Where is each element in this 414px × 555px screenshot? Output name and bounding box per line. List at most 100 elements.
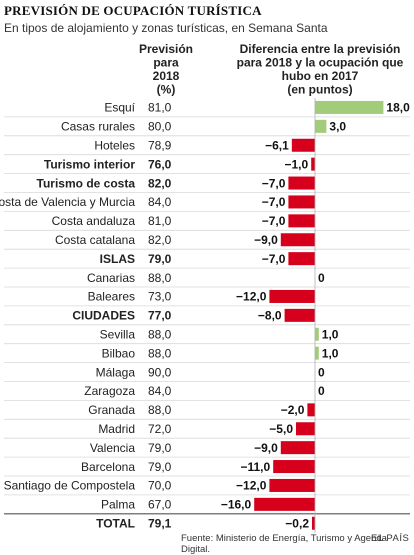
prevision-value: 73,0 <box>148 290 172 304</box>
prevision-value: 88,0 <box>148 346 172 360</box>
category-label: Hoteles <box>94 138 135 152</box>
bar-value-label: 1,0 <box>322 346 339 360</box>
bar-positive <box>315 119 327 133</box>
bar-value-label: −9,0 <box>254 441 278 455</box>
bar-value-label: −7,0 <box>262 214 286 228</box>
prevision-value: 82,0 <box>148 176 172 190</box>
bar-value-label: −5,0 <box>269 422 293 436</box>
bar-value-label: 0 <box>318 384 325 398</box>
bar-value-label: 1,0 <box>322 327 339 341</box>
prevision-value: 77,0 <box>148 309 172 323</box>
category-label: Madrid <box>98 422 135 436</box>
prevision-value: 84,0 <box>148 384 172 398</box>
header-diferencia-line: para 2018 y la ocupación que <box>237 56 404 70</box>
bar-positive <box>315 327 319 341</box>
category-label: Zaragoza <box>84 384 135 398</box>
bar-value-label: −0,2 <box>285 516 309 530</box>
prevision-value: 78,9 <box>148 138 172 152</box>
bar-negative <box>288 176 315 190</box>
category-label: Esquí <box>104 101 135 115</box>
bar-value-label: 0 <box>318 365 325 379</box>
prevision-value: 80,0 <box>148 120 172 134</box>
bar-negative <box>291 138 315 152</box>
bar-value-label: −7,0 <box>262 176 286 190</box>
bar-value-label: −12,0 <box>236 479 267 493</box>
category-label: Santiago de Compostela <box>4 479 136 493</box>
bar-negative <box>307 403 315 417</box>
header-prevision-line: 2018 <box>153 69 180 83</box>
prevision-value: 79,0 <box>148 460 172 474</box>
category-label: ISLAS <box>100 252 135 266</box>
category-label: Costa andaluza <box>52 214 136 228</box>
header-diferencia-line: hubo en 2017 <box>282 69 359 83</box>
bar-negative <box>288 252 315 266</box>
header-prevision-line: para <box>153 56 179 70</box>
bar-value-label: −9,0 <box>254 233 278 247</box>
bar-value-label: 0 <box>318 271 325 285</box>
category-label: Turismo de costa <box>37 176 136 190</box>
prevision-value: 88,0 <box>148 271 172 285</box>
bar-negative <box>288 214 315 228</box>
prevision-value: 88,0 <box>148 403 172 417</box>
category-label: TOTAL <box>96 516 135 530</box>
prevision-value: 90,0 <box>148 365 172 379</box>
bar-value-label: −6,1 <box>265 138 289 152</box>
bar-positive <box>315 346 319 360</box>
category-label: Bilbao <box>102 346 136 360</box>
prevision-value: 79,0 <box>148 441 172 455</box>
category-label: Granada <box>88 403 135 417</box>
category-label: Casas rurales <box>61 120 135 134</box>
header-diferencia-line: (en puntos) <box>287 83 352 97</box>
prevision-value: 81,0 <box>148 101 172 115</box>
header-diferencia-line: Diferencia entre la previsión <box>240 42 401 56</box>
bar-negative <box>273 460 315 474</box>
bar-negative <box>280 233 315 247</box>
category-label: Turismo interior <box>44 157 135 171</box>
bar-negative <box>284 308 315 322</box>
bar-negative <box>269 289 315 303</box>
prevision-value: 84,0 <box>148 195 172 209</box>
bar-value-label: −1,0 <box>284 157 308 171</box>
bar-negative <box>269 478 315 492</box>
category-label: Costa catalana <box>55 233 135 247</box>
category-label: Canarias <box>87 271 135 285</box>
bar-value-label: −8,0 <box>258 309 282 323</box>
bar-value-label: −2,0 <box>281 403 305 417</box>
bar-negative <box>311 157 315 171</box>
bar-value-label: −16,0 <box>221 498 252 512</box>
category-label: Baleares <box>88 290 135 304</box>
category-label: Sevilla <box>100 327 136 341</box>
bar-negative <box>312 516 315 530</box>
chart-rows: Esquí 81,0 18,0 Casas rurales 80,0 3,0 Hoteles… <box>0 98 410 533</box>
bar-value-label: 3,0 <box>329 120 346 134</box>
bar-value-label: −12,0 <box>236 290 267 304</box>
prevision-value: 67,0 <box>148 498 172 512</box>
prevision-value: 82,0 <box>148 233 172 247</box>
category-label: CIUDADES <box>72 309 135 323</box>
chart-title: PREVISIÓN DE OCUPACIÓN TURÍSTICA <box>4 3 262 18</box>
bar-value-label: 18,0 <box>386 101 410 115</box>
prevision-value: 88,0 <box>148 327 172 341</box>
category-label: Barcelona <box>81 460 135 474</box>
bar-value-label: −7,0 <box>262 252 286 266</box>
category-label: Costa de Valencia y Murcia <box>0 195 135 209</box>
category-label: Valencia <box>90 441 135 455</box>
prevision-value: 79,1 <box>148 516 172 530</box>
prevision-value: 79,0 <box>148 252 172 266</box>
bar-negative <box>296 422 315 436</box>
bar-negative <box>254 497 315 511</box>
prevision-value: 81,0 <box>148 214 172 228</box>
prevision-value: 76,0 <box>148 157 172 171</box>
prevision-value: 70,0 <box>148 479 172 493</box>
chart-subtitle: En tipos de alojamiento y zonas turístic… <box>4 21 328 35</box>
prevision-value: 72,0 <box>148 422 172 436</box>
bar-negative <box>288 195 315 209</box>
bar-value-label: −11,0 <box>240 460 270 474</box>
header-prevision-line: Previsión <box>139 42 193 56</box>
bar-value-label: −7,0 <box>262 195 286 209</box>
bar-negative <box>280 441 315 455</box>
category-label: Palma <box>101 498 135 512</box>
